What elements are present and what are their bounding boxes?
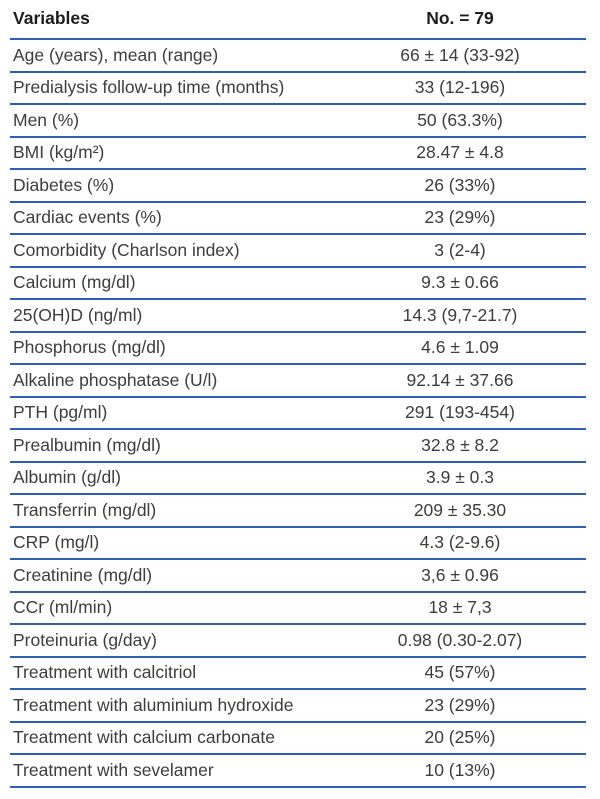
variable-label: Prealbumin (mg/dl)	[13, 434, 161, 455]
variable-label: Age (years), mean (range)	[13, 44, 219, 65]
variable-label: Treatment with sevelamer	[13, 759, 214, 780]
variable-value: 26 (33%)	[424, 174, 496, 195]
variable-value: 66 ± 14 (33-92)	[400, 44, 520, 65]
variable-label: Phosphorus (mg/dl)	[13, 337, 166, 357]
table-row: Treatment with sevelamer 10 (13%)	[10, 755, 586, 788]
variable-label: CRP (mg/l)	[13, 532, 100, 552]
table-row: 25(OH)D (ng/ml) 14.3 (9,7-21.7)	[10, 300, 586, 333]
variable-value: 3.9 ± 0.3	[426, 467, 494, 487]
variable-value: 23 (29%)	[424, 207, 496, 227]
variable-label: 25(OH)D (ng/ml)	[13, 304, 143, 325]
table-row: Transferrin (mg/dl) 209 ± 35.30	[10, 495, 586, 528]
table-row: Phosphorus (mg/dl) 4.6 ± 1.09	[10, 333, 586, 365]
table-row: Treatment with calcitriol 45 (57%)	[10, 658, 586, 690]
table-header-row: Variables No. = 79	[10, 0, 586, 40]
variable-value: 18 ± 7,3	[428, 597, 492, 617]
variable-value: 92.14 ± 37.66	[406, 369, 514, 390]
table-row: PTH (pg/ml) 291 (193-454)	[10, 398, 586, 430]
column-header-count: No. = 79	[426, 8, 494, 29]
variable-label: Comorbidity (Charlson index)	[13, 239, 240, 260]
table-row: Age (years), mean (range) 66 ± 14 (33-92…	[10, 40, 586, 73]
table-row: Calcium (mg/dl) 9.3 ± 0.66	[10, 268, 586, 300]
variable-label: Treatment with calcitriol	[13, 662, 197, 682]
variable-label: CCr (ml/min)	[13, 597, 113, 617]
table-row: BMI (kg/m²) 28.47 ± 4.8	[10, 138, 586, 170]
variable-label: Creatinine (mg/dl)	[13, 564, 153, 585]
variable-value: 50 (63.3%)	[417, 109, 503, 130]
table-row: Albumin (g/dl) 3.9 ± 0.3	[10, 463, 586, 495]
variable-label: Calcium (mg/dl)	[13, 272, 136, 292]
table-row: Creatinine (mg/dl) 3,6 ± 0.96	[10, 560, 586, 593]
variable-value: 10 (13%)	[424, 759, 496, 780]
table-row: Comorbidity (Charlson index) 3 (2-4)	[10, 235, 586, 268]
variable-value: 4.3 (2-9.6)	[419, 532, 501, 552]
column-header-variables: Variables	[13, 8, 90, 29]
variable-value: 28.47 ± 4.8	[416, 142, 504, 162]
table-row: Men (%) 50 (63.3%)	[10, 105, 586, 138]
variable-value: 291 (193-454)	[405, 402, 515, 422]
table-row: CRP (mg/l) 4.3 (2-9.6)	[10, 528, 586, 560]
table-body: Age (years), mean (range) 66 ± 14 (33-92…	[10, 40, 586, 788]
variable-value: 3,6 ± 0.96	[421, 564, 499, 585]
variable-value: 209 ± 35.30	[413, 499, 507, 520]
variable-value: 45 (57%)	[424, 662, 496, 682]
variable-label: PTH (pg/ml)	[13, 402, 108, 422]
variable-label: Men (%)	[13, 109, 80, 130]
variable-value: 14.3 (9,7-21.7)	[402, 304, 518, 325]
table-row: CCr (ml/min) 18 ± 7,3	[10, 593, 586, 625]
variable-value: 4.6 ± 1.09	[421, 337, 499, 357]
variable-label: Diabetes (%)	[13, 174, 115, 195]
variable-label: Treatment with aluminium hydroxide	[13, 694, 294, 715]
table-row: Treatment with aluminium hydroxide 23 (2…	[10, 690, 586, 723]
variable-label: Albumin (g/dl)	[13, 467, 121, 487]
table-row: Prealbumin (mg/dl) 32.8 ± 8.2	[10, 430, 586, 463]
baseline-characteristics-table: Variables No. = 79 Age (years), mean (ra…	[10, 0, 586, 788]
table-row: Proteinuria (g/day) 0.98 (0.30-2.07)	[10, 625, 586, 658]
table-row: Treatment with calcium carbonate 20 (25%…	[10, 723, 586, 755]
variable-label: Treatment with calcium carbonate	[13, 727, 275, 747]
variable-label: Alkaline phosphatase (U/l)	[13, 369, 218, 390]
variable-label: Predialysis follow-up time (months)	[13, 77, 285, 97]
variable-value: 33 (12-196)	[414, 77, 506, 97]
variable-label: Transferrin (mg/dl)	[13, 499, 157, 520]
table-row: Diabetes (%) 26 (33%)	[10, 170, 586, 203]
variable-label: Proteinuria (g/day)	[13, 629, 157, 650]
table-row: Predialysis follow-up time (months) 33 (…	[10, 73, 586, 105]
table-row: Alkaline phosphatase (U/l) 92.14 ± 37.66	[10, 365, 586, 398]
variable-label: Cardiac events (%)	[13, 207, 162, 227]
variable-value: 9.3 ± 0.66	[421, 272, 499, 292]
variable-value: 3 (2-4)	[434, 239, 486, 260]
variable-label: BMI (kg/m²)	[13, 142, 105, 162]
variable-value: 32.8 ± 8.2	[421, 434, 499, 455]
variable-value: 0.98 (0.30-2.07)	[397, 629, 523, 650]
table-row: Cardiac events (%) 23 (29%)	[10, 203, 586, 235]
variable-value: 20 (25%)	[424, 727, 496, 747]
variable-value: 23 (29%)	[424, 694, 496, 715]
